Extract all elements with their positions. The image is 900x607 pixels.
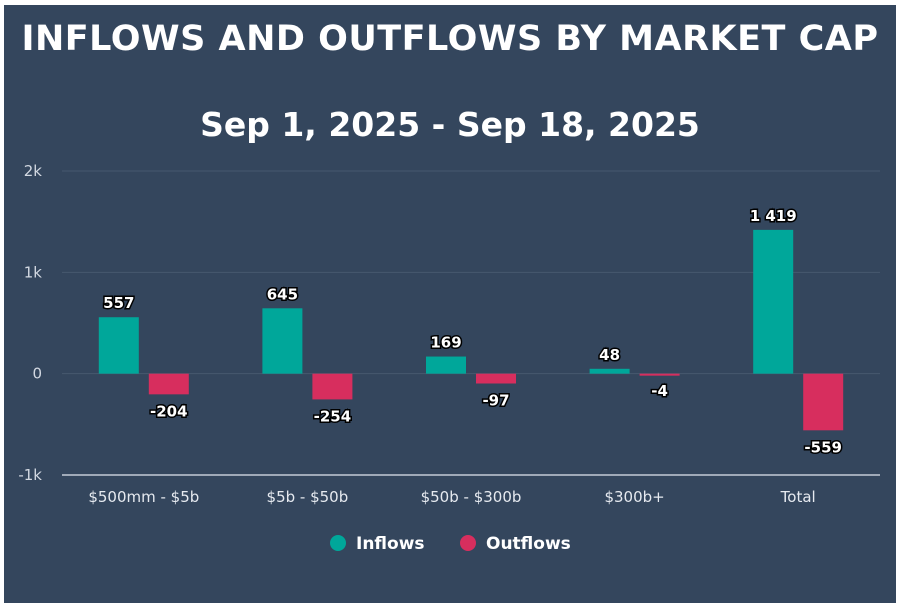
x-tick-label: $50b - $300b [421,488,522,506]
outflow-bar [312,373,353,400]
legend-label: Inflows [356,534,425,554]
inflow-data-label: 169 [430,334,461,352]
outflow-data-label: -97 [482,391,509,409]
outflow-data-label: -254 [314,407,352,425]
chart-title: INFLOWS AND OUTFLOWS BY MARKET CAP [21,19,879,59]
outflow-bar [148,373,189,395]
inflow-data-label: 1 419 [750,207,797,225]
x-tick-label: $5b - $50b [267,488,349,506]
x-tick-label: $300b+ [604,488,664,506]
inflow-data-label: 557 [103,294,134,312]
bar-chart: 2k 1k 0 -1k $500mm - $5b 557 -204 $5b - $50b 645… [18,162,880,554]
outflow-bar [639,373,680,376]
chart-subtitle: Sep 1, 2025 - Sep 18, 2025 [200,105,700,144]
x-tick-label: $500mm - $5b [88,488,199,506]
inflow-bar [98,317,139,374]
inflow-data-label: 48 [599,346,620,364]
y-tick-label: -1k [18,466,42,484]
outflow-data-label: -559 [804,438,842,456]
inflow-bar [589,368,630,374]
inflow-data-label: 645 [267,285,298,303]
y-tick-label: 1k [24,263,43,281]
outflow-bar [803,373,844,431]
outflow-data-label: -4 [651,382,668,400]
y-tick-label: 2k [24,162,43,180]
inflow-bar [262,308,303,374]
y-tick-label: 0 [32,365,42,383]
x-tick-label: Total [780,488,816,506]
legend-swatch [460,535,476,551]
inflow-bar [753,229,794,374]
outflow-bar [476,373,516,384]
inflow-bar [426,356,466,374]
legend-swatch [330,535,346,551]
legend-label: Outflows [486,534,571,554]
chart-panel: INFLOWS AND OUTFLOWS BY MARKET CAP Sep 1… [4,5,896,603]
outflow-data-label: -204 [150,402,188,420]
